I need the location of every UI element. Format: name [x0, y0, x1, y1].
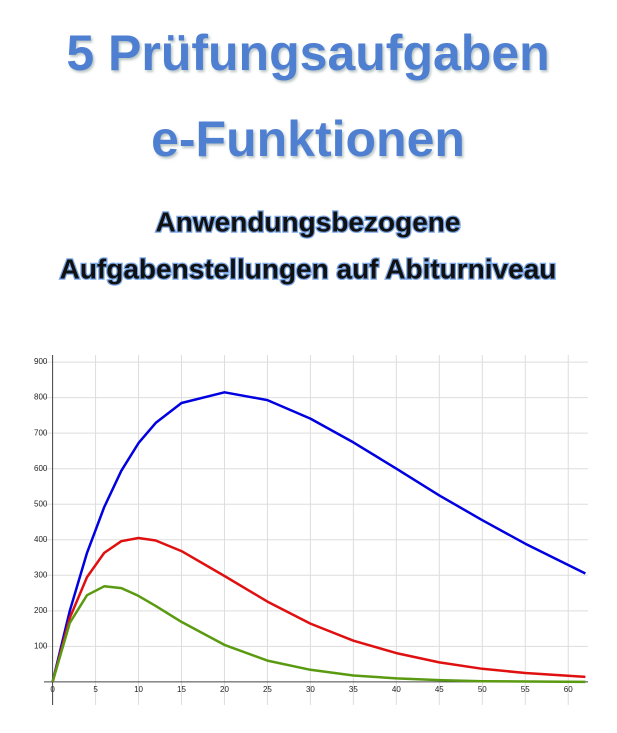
y-tick-label: 700: [34, 428, 48, 437]
title: 5 Prüfungsaufgaben: [66, 25, 549, 81]
y-tick-label: 800: [34, 393, 48, 402]
x-tick-label: 30: [306, 685, 315, 694]
y-tick-label: 600: [34, 464, 48, 473]
chart: 0510152025303540455055601002003004005006…: [34, 355, 588, 705]
x-tick-label: 60: [564, 685, 573, 694]
line-series: [51, 536, 586, 683]
y-tick-label: 200: [34, 606, 48, 615]
line-series: [51, 585, 586, 684]
line-series: [51, 391, 586, 683]
title: e-Funktionen: [151, 111, 465, 167]
x-tick-label: 35: [349, 685, 358, 694]
y-tick-label: 900: [34, 357, 48, 366]
x-tick-label: 5: [93, 685, 98, 694]
y-tick-label: 400: [34, 535, 48, 544]
y-tick-label: 100: [34, 641, 48, 650]
subtitle: Anwendungsbezogene: [156, 206, 461, 237]
y-tick-label: 500: [34, 499, 48, 508]
x-tick-label: 15: [177, 685, 186, 694]
subtitle: Aufgabenstellungen auf Abiturniveau: [60, 253, 557, 284]
x-tick-label: 50: [478, 685, 487, 694]
x-tick-label: 25: [263, 685, 272, 694]
x-tick-label: 20: [220, 685, 229, 694]
x-tick-label: 40: [392, 685, 401, 694]
x-tick-label: 10: [134, 685, 143, 694]
x-tick-label: 45: [435, 685, 444, 694]
x-tick-label: 55: [521, 685, 530, 694]
y-tick-label: 300: [34, 570, 48, 579]
